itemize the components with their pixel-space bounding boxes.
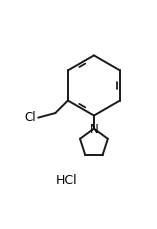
Text: N: N xyxy=(89,123,98,136)
Text: Cl: Cl xyxy=(25,111,36,124)
Text: HCl: HCl xyxy=(55,173,77,186)
